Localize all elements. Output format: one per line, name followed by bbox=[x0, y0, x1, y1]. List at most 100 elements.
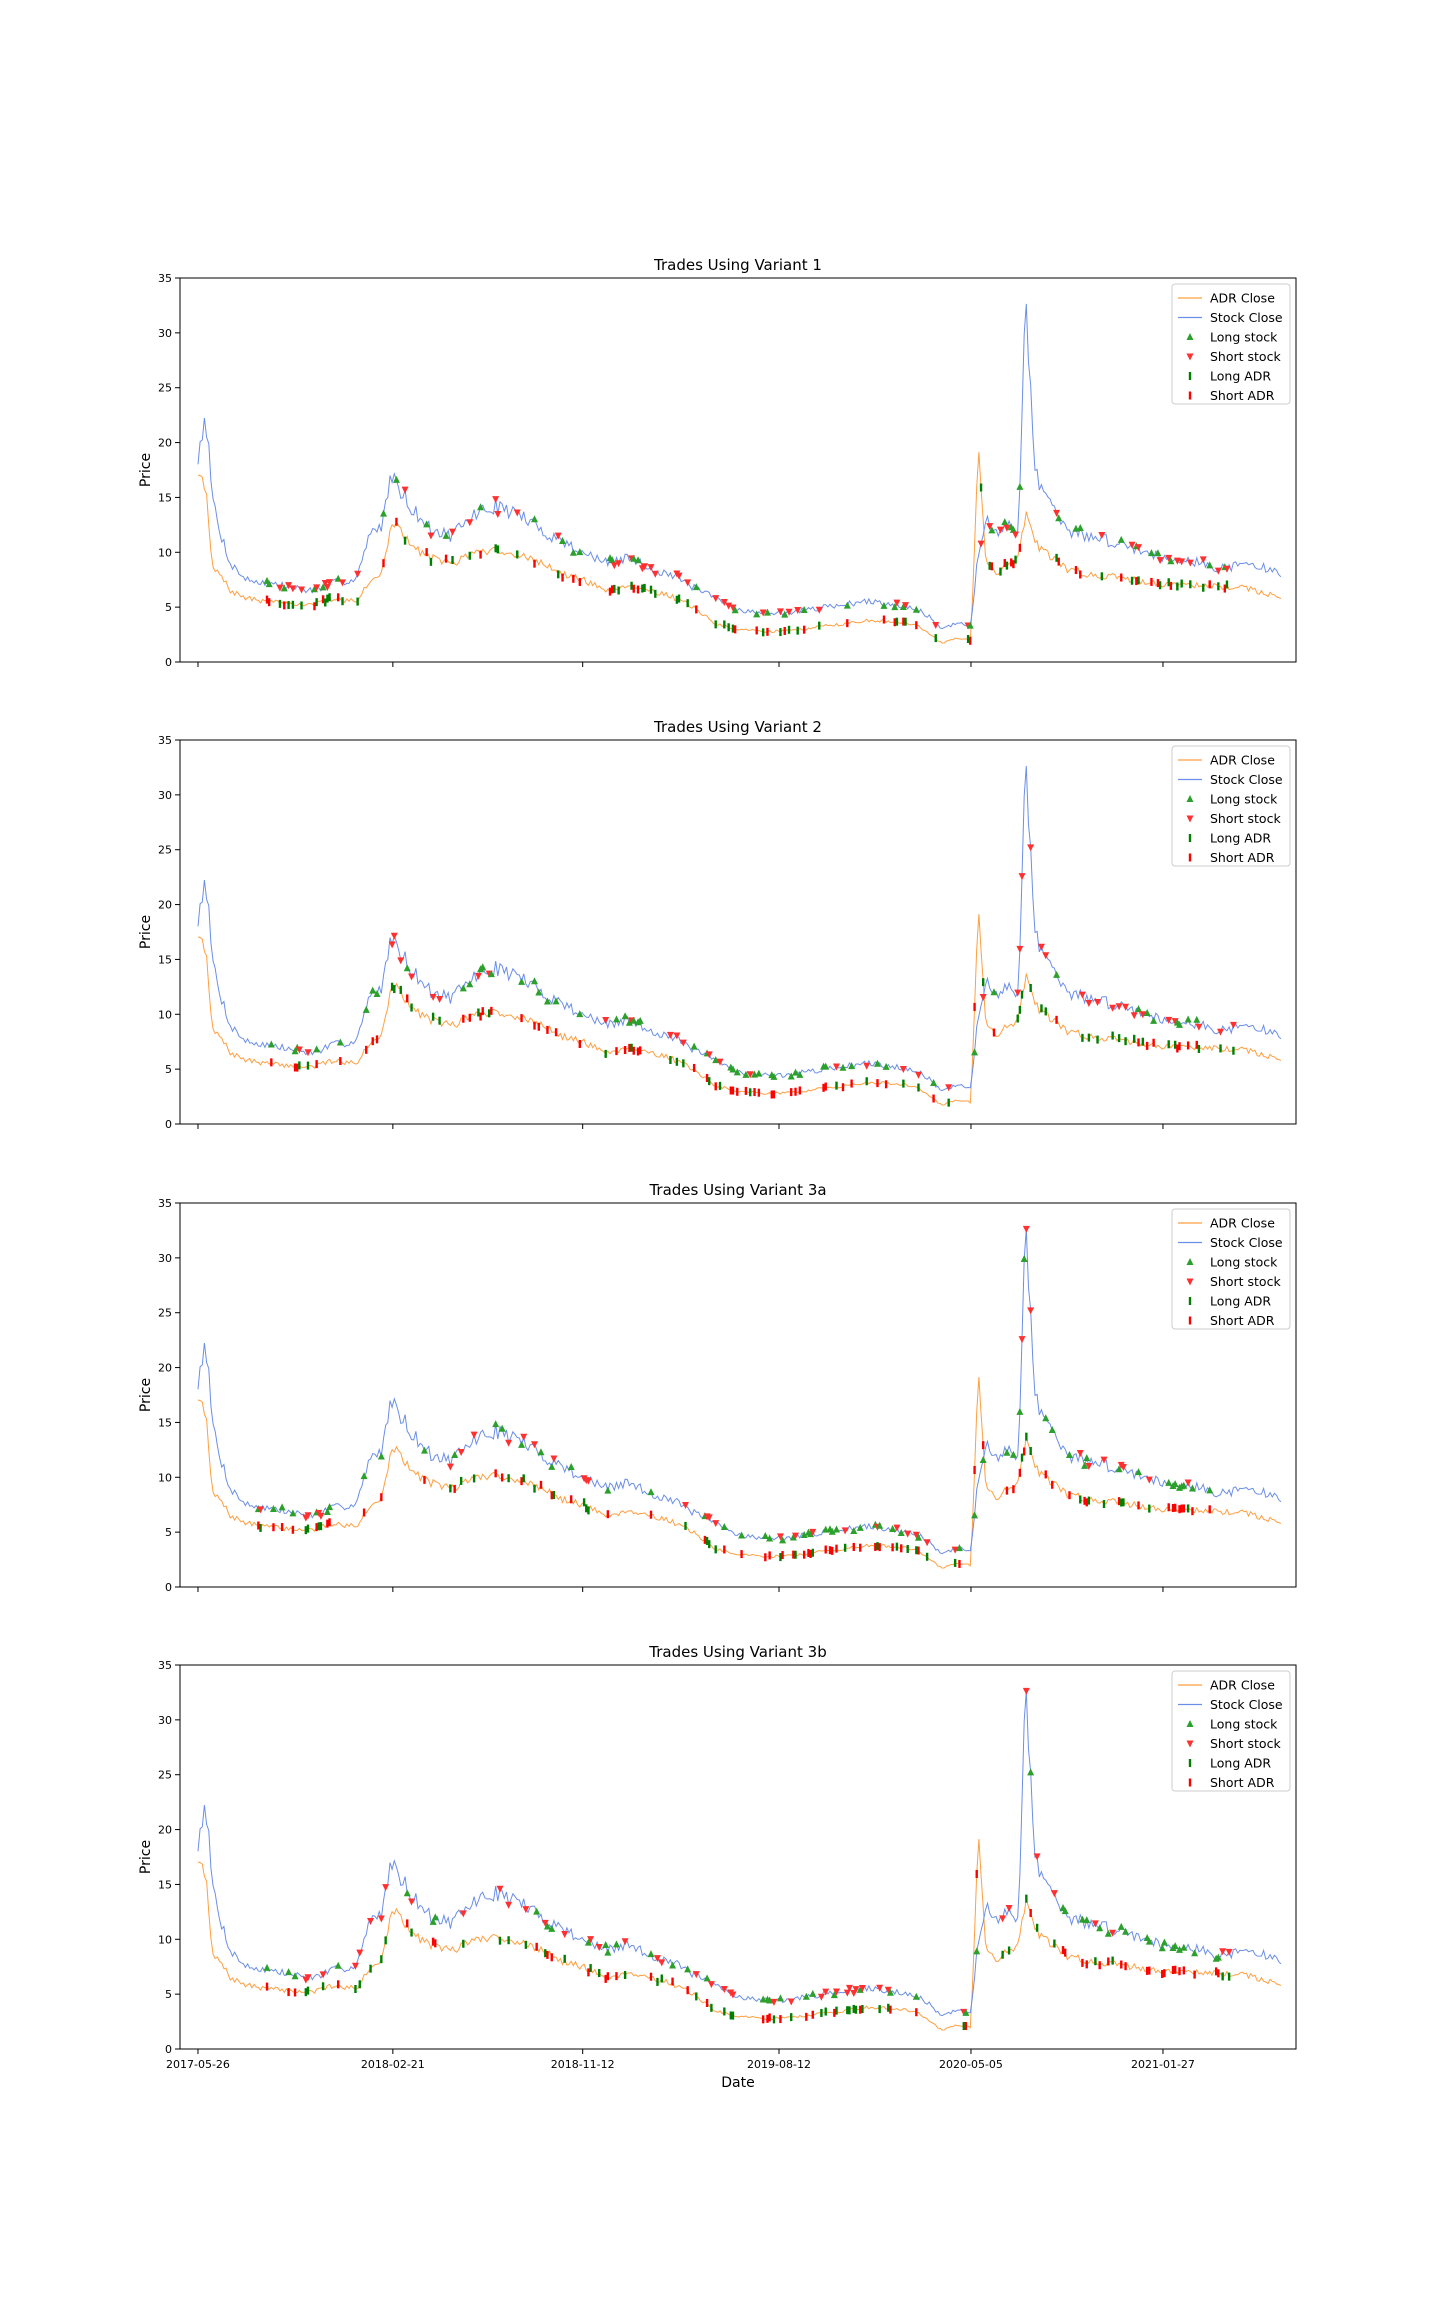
short-stock-marker bbox=[822, 1988, 830, 1996]
long-adr-marker bbox=[999, 567, 1002, 576]
short-adr-marker bbox=[623, 1046, 627, 1055]
short-adr-marker bbox=[973, 1465, 976, 1474]
long-adr-marker bbox=[300, 601, 303, 610]
short-stock-marker bbox=[815, 606, 823, 614]
long-stock-marker bbox=[1214, 1953, 1222, 1961]
long-stock-marker bbox=[1081, 1461, 1089, 1469]
y-tick-label: 20 bbox=[158, 1362, 172, 1375]
long-stock-marker bbox=[1020, 1255, 1028, 1263]
y-tick-label: 35 bbox=[158, 272, 172, 285]
short-stock-marker bbox=[285, 582, 293, 590]
long-adr-marker bbox=[1020, 1453, 1024, 1462]
short-adr-marker bbox=[296, 1063, 299, 1072]
long-stock-marker bbox=[886, 1988, 894, 1996]
short-adr-marker bbox=[315, 1060, 318, 1069]
short-adr-marker bbox=[753, 1088, 756, 1097]
short-adr-marker bbox=[807, 1548, 810, 1557]
short-adr-marker bbox=[1081, 1958, 1084, 1967]
long-stock-marker bbox=[326, 1503, 334, 1511]
legend: ADR Close Stock Close Long stock Short stoc… bbox=[1171, 1208, 1291, 1330]
long-stock-marker bbox=[1078, 1915, 1086, 1923]
short-adr-marker bbox=[500, 1473, 504, 1482]
long-stock-marker bbox=[1171, 1942, 1179, 1950]
short-adr-marker bbox=[587, 1968, 590, 1977]
long-adr-marker bbox=[811, 1548, 814, 1557]
long-adr-marker bbox=[708, 1540, 711, 1549]
long-adr-marker bbox=[306, 1524, 310, 1533]
long-adr-marker bbox=[852, 2004, 855, 2013]
legend-label: ADR Close bbox=[1210, 1216, 1275, 1231]
long-stock-marker bbox=[1206, 561, 1214, 569]
plot-frame bbox=[179, 1202, 1297, 1588]
short-adr-marker bbox=[1107, 1957, 1110, 1966]
y-tick-label: 30 bbox=[158, 327, 172, 340]
x-tick-label: 2019-08-12 bbox=[747, 2058, 811, 2071]
short-adr-marker bbox=[1083, 1496, 1086, 1505]
short-adr-marker bbox=[1173, 1503, 1177, 1512]
short-stock-marker bbox=[1085, 999, 1093, 1007]
short-adr-marker bbox=[1150, 577, 1153, 586]
long-stock-marker bbox=[280, 584, 288, 592]
short-adr-marker bbox=[705, 1073, 709, 1082]
short-adr-marker bbox=[1074, 566, 1078, 575]
long-adr-marker bbox=[524, 1940, 528, 1949]
chart-panel-3: Trades Using Variant 3a 0 5 10 15 20 25 30 35 Pri… bbox=[138, 1181, 1297, 1594]
short-stock-marker bbox=[914, 1071, 922, 1079]
long-stock-marker bbox=[323, 1507, 331, 1515]
short-stock-marker bbox=[587, 1936, 595, 1944]
short-stock-marker bbox=[1005, 1905, 1013, 1913]
legend-bar-icon bbox=[1188, 1316, 1192, 1325]
short-stock-marker bbox=[1085, 1462, 1093, 1470]
long-stock-marker bbox=[576, 548, 584, 556]
long-adr-marker bbox=[462, 1939, 465, 1948]
long-stock-marker bbox=[647, 1488, 655, 1496]
long-stock-marker bbox=[876, 1521, 884, 1529]
long-adr-marker bbox=[796, 626, 799, 635]
short-adr-marker bbox=[736, 1087, 739, 1096]
short-adr-marker bbox=[371, 1037, 374, 1046]
long-adr-marker bbox=[507, 1474, 510, 1483]
long-stock-marker bbox=[291, 1972, 299, 1980]
short-stock-marker bbox=[1199, 556, 1207, 564]
short-stock-marker bbox=[979, 994, 987, 1002]
short-adr-marker bbox=[554, 1028, 558, 1037]
short-adr-marker bbox=[1191, 1507, 1194, 1516]
long-stock-marker bbox=[543, 1922, 551, 1930]
short-stock-marker bbox=[1098, 532, 1106, 540]
short-stock-marker bbox=[449, 528, 457, 536]
long-stock-marker bbox=[1115, 1465, 1123, 1473]
short-adr-marker bbox=[779, 2015, 782, 2024]
short-adr-marker bbox=[1156, 579, 1160, 588]
legend-bar-icon bbox=[1188, 834, 1192, 842]
short-adr-marker bbox=[740, 1550, 743, 1559]
long-stock-marker bbox=[567, 1463, 575, 1471]
long-stock-marker bbox=[753, 610, 761, 618]
short-stock-marker bbox=[1156, 557, 1164, 565]
legend-box bbox=[1171, 745, 1291, 867]
short-adr-marker bbox=[520, 1477, 523, 1486]
y-tick-label: 5 bbox=[165, 1988, 172, 2001]
long-adr-marker bbox=[1137, 576, 1140, 585]
short-stock-marker bbox=[666, 1031, 674, 1039]
short-adr-marker bbox=[828, 1546, 832, 1555]
long-stock-marker bbox=[285, 1968, 293, 1976]
short-adr-marker bbox=[1003, 559, 1006, 568]
long-adr-marker bbox=[468, 551, 471, 560]
short-stock-marker bbox=[319, 1971, 327, 1979]
long-adr-marker bbox=[459, 1476, 463, 1485]
long-adr-marker bbox=[298, 1061, 301, 1070]
long-stock-marker bbox=[1167, 557, 1175, 565]
long-adr-marker bbox=[1053, 1939, 1056, 1948]
long-stock-marker bbox=[742, 1070, 750, 1078]
short-adr-marker bbox=[824, 1082, 827, 1091]
long-stock-marker bbox=[1150, 1016, 1158, 1024]
long-stock-marker bbox=[1193, 1015, 1201, 1023]
short-adr-marker bbox=[639, 1046, 642, 1055]
chart-panel-4: Trades Using Variant 3b 0 5 10 15 20 25 30 35 Pri… bbox=[138, 1643, 1297, 2091]
short-stock-marker bbox=[289, 585, 297, 593]
short-adr-marker bbox=[714, 1082, 717, 1091]
short-adr-marker bbox=[265, 595, 269, 604]
long-adr-marker bbox=[533, 1484, 536, 1493]
short-adr-marker bbox=[610, 585, 614, 594]
short-stock-marker bbox=[304, 1974, 312, 1982]
